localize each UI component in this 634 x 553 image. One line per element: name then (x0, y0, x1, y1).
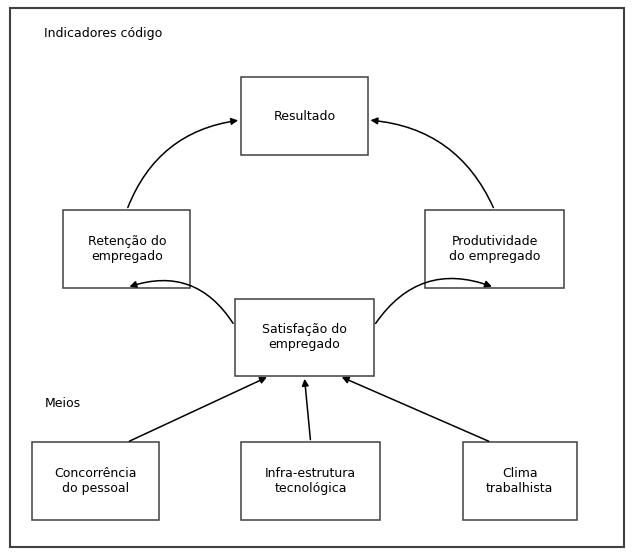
Text: Retenção do
empregado: Retenção do empregado (87, 235, 166, 263)
FancyBboxPatch shape (235, 299, 374, 376)
FancyBboxPatch shape (32, 442, 158, 520)
FancyBboxPatch shape (241, 442, 380, 520)
FancyArrowPatch shape (375, 279, 490, 324)
FancyArrowPatch shape (343, 378, 489, 441)
FancyBboxPatch shape (425, 210, 564, 288)
FancyArrowPatch shape (129, 378, 266, 441)
FancyArrowPatch shape (302, 380, 311, 440)
Text: Resultado: Resultado (273, 109, 335, 123)
FancyArrowPatch shape (372, 118, 493, 207)
FancyArrowPatch shape (128, 119, 236, 207)
FancyBboxPatch shape (63, 210, 190, 288)
FancyBboxPatch shape (10, 8, 624, 547)
Text: Infra-estrutura
tecnológica: Infra-estrutura tecnológica (265, 467, 356, 495)
Text: Produtividade
do empregado: Produtividade do empregado (449, 235, 540, 263)
FancyBboxPatch shape (463, 442, 577, 520)
Text: Satisfação do
empregado: Satisfação do empregado (262, 324, 347, 351)
FancyArrowPatch shape (131, 280, 233, 324)
Text: Indicadores código: Indicadores código (44, 27, 163, 40)
Text: Concorrência
do pessoal: Concorrência do pessoal (54, 467, 136, 495)
Text: Clima
trabalhista: Clima trabalhista (486, 467, 553, 495)
FancyBboxPatch shape (241, 77, 368, 155)
Text: Meios: Meios (44, 397, 81, 410)
